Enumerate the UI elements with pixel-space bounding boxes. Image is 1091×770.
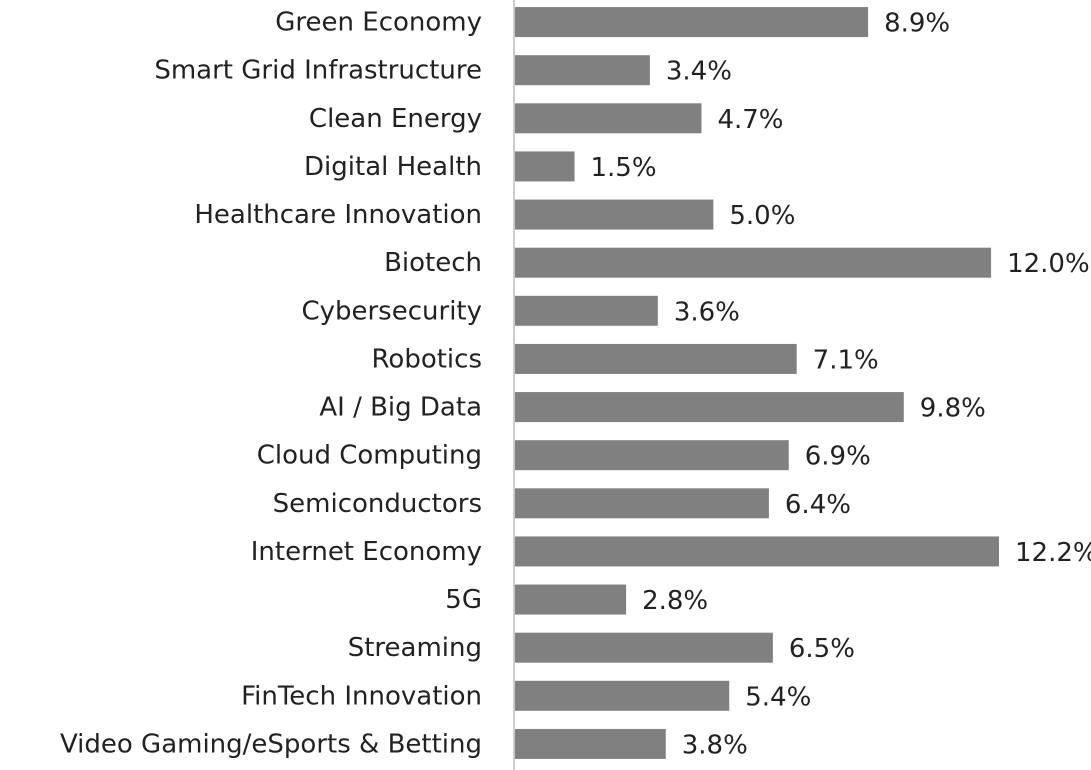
- category-label: Biotech: [384, 248, 482, 278]
- value-label: 1.5%: [591, 153, 657, 183]
- category-label: Streaming: [348, 633, 482, 663]
- value-label: 5.0%: [729, 201, 795, 231]
- bar: [515, 247, 992, 278]
- bar: [515, 392, 904, 423]
- category-label: Robotics: [372, 344, 482, 374]
- category-label: 5G: [445, 585, 482, 615]
- bar: [515, 7, 869, 38]
- value-label: 4.7%: [717, 105, 783, 135]
- bar: [515, 680, 730, 711]
- value-label: 8.9%: [884, 9, 950, 39]
- category-label: Smart Grid Infrastructure: [154, 56, 482, 86]
- bar: [515, 632, 773, 663]
- bar: [515, 343, 797, 374]
- category-label: FinTech Innovation: [241, 681, 482, 711]
- bar: [515, 151, 575, 182]
- value-label: 3.4%: [666, 57, 732, 87]
- category-label: Cybersecurity: [301, 296, 482, 326]
- category-label: Semiconductors: [273, 489, 482, 519]
- bar: [515, 488, 769, 519]
- bar: [515, 55, 650, 86]
- value-label: 12.2%: [1015, 538, 1091, 568]
- value-label: 12.0%: [1007, 249, 1090, 279]
- value-label: 7.1%: [813, 345, 879, 375]
- bar: [515, 536, 999, 567]
- value-label: 9.8%: [920, 394, 986, 424]
- bar: [515, 584, 627, 615]
- bar: [515, 199, 714, 230]
- value-label: 5.4%: [745, 682, 811, 712]
- category-label: Internet Economy: [251, 537, 482, 567]
- value-label: 6.9%: [805, 442, 871, 472]
- bar: [515, 728, 666, 759]
- category-label: Digital Health: [304, 152, 482, 182]
- category-label: Clean Energy: [309, 104, 482, 134]
- bar: [515, 103, 702, 134]
- category-label: Green Economy: [275, 8, 482, 38]
- category-label: Video Gaming/eSports & Betting: [60, 729, 482, 759]
- category-label: Cloud Computing: [257, 441, 482, 471]
- value-label: 3.6%: [674, 297, 740, 327]
- value-label: 6.4%: [785, 490, 851, 520]
- value-label: 2.8%: [642, 586, 708, 616]
- value-label: 6.5%: [789, 634, 855, 664]
- value-label: 3.8%: [682, 730, 748, 760]
- category-label: Healthcare Innovation: [194, 200, 482, 230]
- category-label: AI / Big Data: [319, 393, 482, 423]
- bar: [515, 440, 789, 471]
- bar: [515, 295, 658, 326]
